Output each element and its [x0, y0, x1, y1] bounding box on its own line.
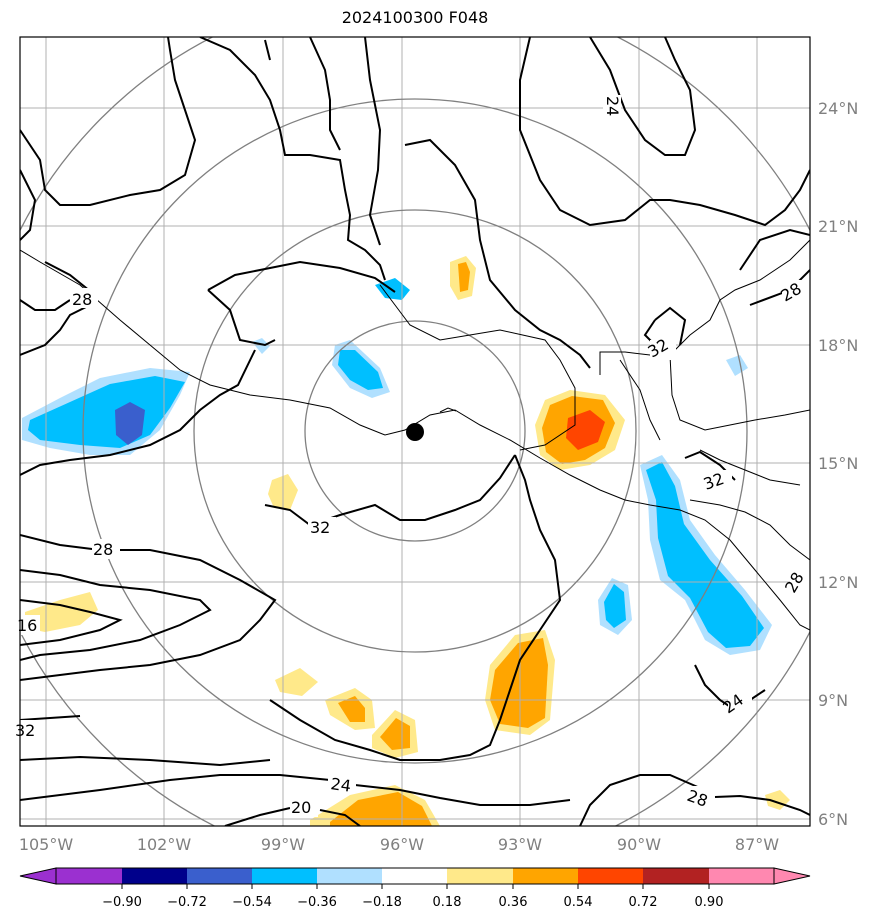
contour-label-bg — [728, 692, 752, 712]
range-rings — [20, 37, 810, 826]
lon-label: 99°W — [261, 835, 305, 854]
contour-label-bg — [290, 797, 318, 817]
longitude-labels: 105°W 102°W 99°W 96°W 93°W 90°W 87°W — [19, 835, 779, 854]
graticule — [20, 37, 810, 826]
colorbar-segment — [122, 868, 187, 884]
positive-anomaly-area — [458, 262, 470, 292]
contour-label: 28 — [93, 540, 113, 559]
colorbar-segment — [578, 868, 643, 884]
contour-label-bg — [686, 786, 714, 806]
latitude-labels: 24°N 21°N 18°N 15°N 12°N 9°N 6°N — [818, 99, 858, 829]
negative-anomaly-area — [726, 355, 748, 376]
contour-label-bg — [308, 517, 336, 537]
colorbar-tick-label: −0.90 — [102, 895, 142, 910]
contour-label: 24 — [329, 774, 352, 796]
lat-label: 9°N — [818, 691, 848, 710]
negative-anomaly-area — [338, 350, 383, 390]
contour-label: 28 — [72, 290, 92, 309]
colorbar-tick-label: 0.54 — [564, 895, 593, 910]
contour-label-bg — [603, 95, 621, 127]
contour-label-bg — [650, 340, 676, 360]
lat-label: 12°N — [818, 573, 858, 592]
lon-label: 90°W — [617, 835, 661, 854]
contour-lines — [20, 37, 810, 826]
colorbar-segment — [709, 868, 774, 884]
colorbar: −0.90 −0.72 −0.54 −0.36 −0.18 0.18 0.36 … — [19, 867, 811, 910]
negative-anomaly-area — [604, 584, 626, 628]
contour-label-bg — [704, 470, 732, 490]
negative-anomaly-area — [252, 338, 270, 354]
lat-label: 6°N — [818, 810, 848, 829]
negative-anomaly-area — [28, 376, 185, 448]
lon-label: 102°W — [137, 835, 192, 854]
map-title: 2024100300 F048 — [341, 8, 489, 27]
lat-label: 24°N — [818, 99, 858, 118]
lon-label: 87°W — [735, 835, 779, 854]
negative-anomaly-area — [646, 462, 764, 648]
positive-anomaly-area — [275, 668, 318, 696]
storm-center-marker — [406, 423, 424, 441]
colorbar-segment — [317, 868, 382, 884]
colorbar-segment — [382, 868, 447, 884]
contour-label: 20 — [291, 798, 311, 817]
colorbar-tick-label: −0.18 — [362, 895, 402, 910]
colorbar-segment — [252, 868, 317, 884]
colorbar-segment — [187, 868, 252, 884]
colorbar-tick-label: −0.54 — [232, 895, 272, 910]
lon-label: 93°W — [498, 835, 542, 854]
colorbar-tick-label: 0.90 — [695, 895, 724, 910]
colorbar-segment — [643, 868, 709, 884]
positive-anomaly-area — [338, 696, 365, 722]
contour-label: 24 — [603, 96, 622, 116]
positive-anomaly-area — [330, 792, 432, 826]
colorbar-extend-high — [773, 867, 811, 885]
colorbar-extend-low — [19, 867, 57, 885]
contour-label-bg — [70, 288, 98, 308]
contour-label-bg — [92, 539, 120, 559]
coastlines — [20, 239, 810, 631]
lat-label: 18°N — [818, 336, 858, 355]
positive-anomaly-area — [25, 592, 98, 632]
colorbar-tick-label: −0.72 — [167, 895, 207, 910]
contour-label-bg — [20, 615, 40, 635]
lon-label: 96°W — [380, 835, 424, 854]
colorbar-frame — [55, 867, 775, 885]
colorbar-tick-label: −0.36 — [297, 895, 337, 910]
colorbar-tick-label: 0.18 — [433, 895, 462, 910]
contour-label-bg — [782, 280, 806, 300]
lon-label: 105°W — [19, 835, 74, 854]
colorbar-tick-label: 0.72 — [629, 895, 658, 910]
colorbar-segment — [56, 868, 122, 884]
positive-anomaly-area — [566, 410, 605, 450]
contour-label-bg — [790, 575, 810, 595]
negative-anomaly-area — [115, 402, 145, 445]
lat-label: 21°N — [818, 217, 858, 236]
contour-label: 32 — [310, 518, 330, 537]
colorbar-tick-label: 0.36 — [499, 895, 528, 910]
contour-label-bg — [328, 772, 356, 792]
colorbar-segment — [513, 868, 578, 884]
contour-label: 16 — [17, 616, 37, 635]
map-frame — [19, 36, 811, 827]
contour-label: 32 — [15, 721, 35, 740]
colorbar-segment — [447, 868, 513, 884]
contour-label-bg — [20, 720, 40, 740]
lat-label: 15°N — [818, 454, 858, 473]
